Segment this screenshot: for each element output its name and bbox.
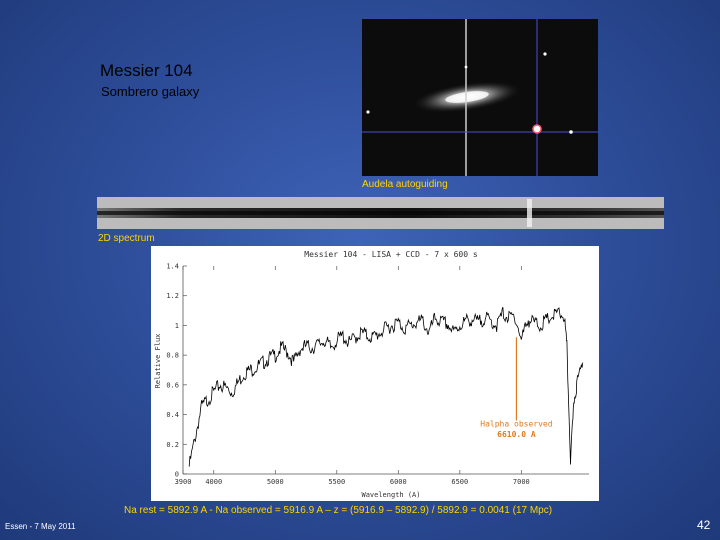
slide-subtitle: Sombrero galaxy bbox=[101, 84, 200, 99]
x-tick-label: 3900 bbox=[175, 478, 192, 486]
y-tick-label: 0.2 bbox=[166, 441, 179, 449]
star bbox=[464, 65, 468, 69]
halpha-annotation: Halpha observed 6610.0 A bbox=[480, 337, 553, 439]
spectrum-plot: 0 0.2 0.4 0.6 0.8 1 1.2 1.4 3900 4000 5000 5500 6000… bbox=[151, 246, 599, 501]
spectrum-series-line bbox=[188, 306, 584, 467]
redshift-equation: Na rest = 5892.9 A - Na observed = 5916.… bbox=[124, 505, 553, 516]
x-tick-label: 5500 bbox=[328, 478, 345, 486]
guide-star bbox=[532, 124, 542, 134]
halpha-label: Halpha observed bbox=[480, 419, 552, 428]
star bbox=[569, 130, 573, 134]
autoguiding-caption: Audela autoguiding bbox=[362, 179, 448, 190]
chart-title: Messier 104 - LISA + CCD - 7 x 600 s bbox=[304, 250, 478, 259]
autoguiding-image bbox=[362, 19, 598, 176]
chart-x-label: Wavelength (A) bbox=[361, 491, 420, 499]
y-tick-label: 1.4 bbox=[166, 263, 179, 271]
spectrum-trace-core bbox=[97, 211, 664, 215]
chart-axes bbox=[182, 266, 589, 475]
y-tick-label: 0.4 bbox=[166, 411, 179, 419]
x-tick-label: 4000 bbox=[205, 478, 222, 486]
x-tick-label: 6000 bbox=[390, 478, 407, 486]
y-tick-label: 0.6 bbox=[166, 381, 179, 389]
y-tick-label: 1 bbox=[175, 322, 179, 330]
chart-ticks: 0 0.2 0.4 0.6 0.8 1 1.2 1.4 3900 4000 5000 5500 6000… bbox=[166, 263, 529, 487]
halpha-value-label: 6610.0 A bbox=[497, 430, 536, 439]
slide-title: Messier 104 bbox=[100, 61, 193, 80]
chart-y-label: Relative Flux bbox=[154, 334, 162, 389]
spectrum-2d-image bbox=[97, 197, 664, 229]
x-tick-label: 7000 bbox=[513, 478, 530, 486]
galaxy-core bbox=[445, 91, 489, 103]
spectrum-2d-svg bbox=[97, 197, 664, 229]
footer-event: Essen - 7 May 2011 bbox=[5, 522, 76, 531]
x-tick-label: 5000 bbox=[267, 478, 284, 486]
y-tick-label: 1.2 bbox=[166, 292, 179, 300]
x-tick-label: 6500 bbox=[451, 478, 468, 486]
spectrum-2d-caption: 2D spectrum bbox=[98, 233, 155, 244]
star bbox=[543, 52, 547, 56]
spectrum-chart: 0 0.2 0.4 0.6 0.8 1 1.2 1.4 3900 4000 5000 5500 6000… bbox=[154, 250, 589, 499]
star bbox=[366, 110, 370, 114]
y-tick-label: 0.8 bbox=[166, 352, 179, 360]
emission-line bbox=[527, 199, 532, 227]
autoguiding-svg bbox=[362, 19, 598, 176]
y-tick-label: 0 bbox=[175, 471, 179, 479]
page-number: 42 bbox=[697, 518, 711, 532]
